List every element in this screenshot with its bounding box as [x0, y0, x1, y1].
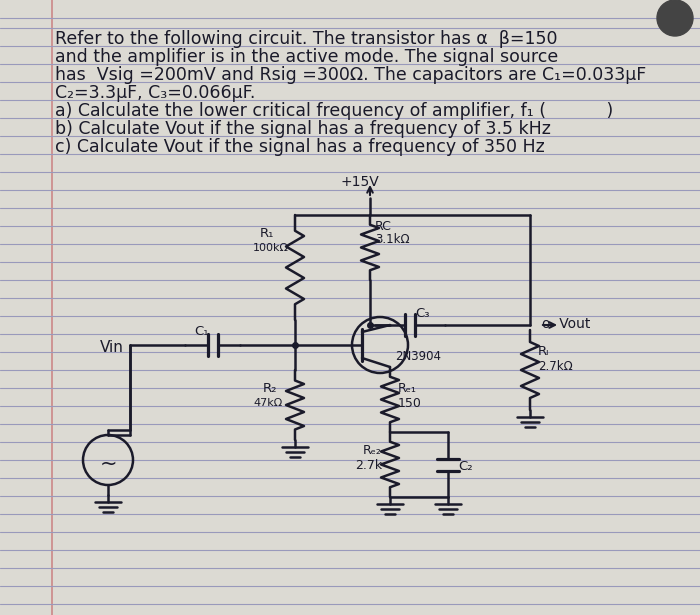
- Bar: [45, 27, 655, 588]
- Text: 2N3904: 2N3904: [395, 350, 441, 363]
- Text: ~: ~: [99, 454, 117, 474]
- Bar: [40, 24, 660, 591]
- Circle shape: [657, 0, 693, 36]
- Text: 2.7kΩ: 2.7kΩ: [538, 360, 573, 373]
- Text: Vin: Vin: [100, 340, 124, 355]
- Text: C₂: C₂: [458, 459, 472, 472]
- Text: Rₗ: Rₗ: [538, 345, 550, 358]
- Text: and the amplifier is in the active mode. The signal source: and the amplifier is in the active mode.…: [55, 48, 559, 66]
- Bar: [55, 33, 645, 582]
- Text: 3.1kΩ: 3.1kΩ: [375, 233, 410, 246]
- Bar: [60, 36, 640, 579]
- Bar: [65, 39, 635, 576]
- Text: R₂: R₂: [263, 382, 277, 395]
- Text: C₂=3.3μF, C₃=0.066μF.: C₂=3.3μF, C₃=0.066μF.: [55, 84, 256, 102]
- Text: o  Vout: o Vout: [542, 317, 590, 331]
- Text: b) Calculate Vout if the signal has a frequency of 3.5 kHz: b) Calculate Vout if the signal has a fr…: [55, 120, 551, 138]
- Bar: [70, 42, 630, 573]
- Text: RC: RC: [375, 220, 392, 233]
- Text: R₁: R₁: [260, 227, 274, 240]
- Text: 150: 150: [398, 397, 422, 410]
- Bar: [50, 30, 650, 585]
- Text: Rₑ₂: Rₑ₂: [363, 444, 382, 457]
- Text: a) Calculate the lower critical frequency of amplifier, f₁ (           ): a) Calculate the lower critical frequenc…: [55, 102, 613, 120]
- Text: +15V: +15V: [341, 175, 379, 189]
- Text: Refer to the following circuit. The transistor has α  β=150: Refer to the following circuit. The tran…: [55, 30, 557, 48]
- Text: Rₑ₁: Rₑ₁: [398, 382, 417, 395]
- Text: C₁: C₁: [195, 325, 209, 338]
- Text: c) Calculate Vout if the signal has a frequency of 350 Hz: c) Calculate Vout if the signal has a fr…: [55, 138, 545, 156]
- Bar: [85, 51, 615, 564]
- Text: C₃: C₃: [415, 307, 430, 320]
- Bar: [75, 45, 625, 570]
- Bar: [80, 48, 620, 567]
- Text: 100kΩ: 100kΩ: [253, 243, 289, 253]
- Text: has  Vsig =200mV and Rsig =300Ω. The capacitors are C₁=0.033μF: has Vsig =200mV and Rsig =300Ω. The capa…: [55, 66, 646, 84]
- Text: 2.7k: 2.7k: [355, 459, 382, 472]
- Text: 47kΩ: 47kΩ: [253, 398, 282, 408]
- Bar: [90, 54, 610, 561]
- Bar: [95, 57, 605, 558]
